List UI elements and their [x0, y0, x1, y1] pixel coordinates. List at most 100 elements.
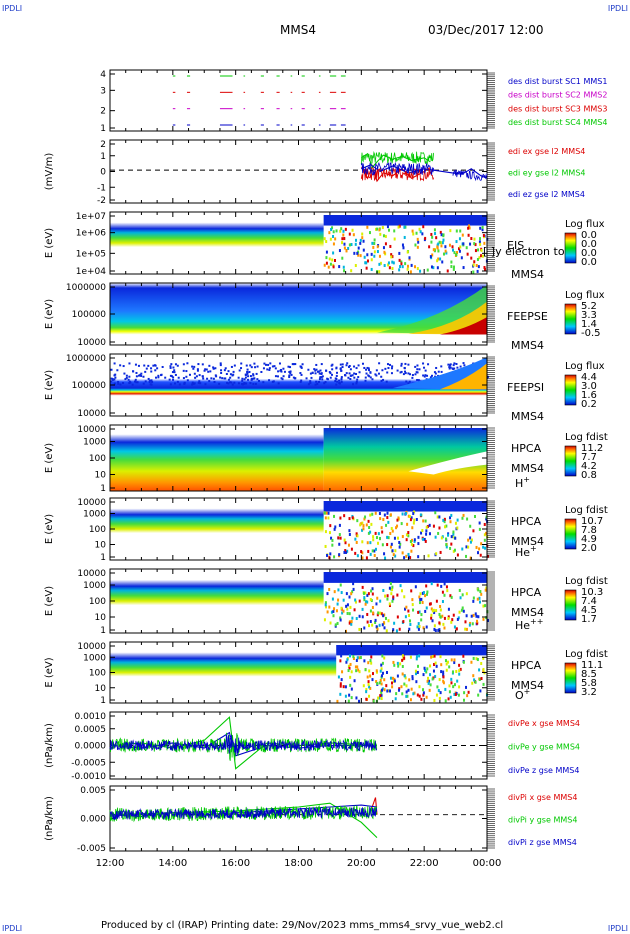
- hpca_h-colorbar-tick: 0.8: [581, 470, 597, 481]
- hpca_o-spectrogram-speckle: [370, 655, 373, 659]
- hpca_o-spectrogram-speckle: [349, 675, 352, 679]
- hpca_he-spectrogram-speckle: [371, 512, 374, 516]
- feepse-colorbar-tick: -0.5: [581, 328, 601, 339]
- hpca_o-spectrogram-speckle: [482, 667, 485, 671]
- hpca_he2-spectrogram-speckle: [441, 590, 444, 594]
- hpca_he-ytick-label: 100: [89, 525, 106, 535]
- hpca_he2-spectrogram-speckle: [458, 610, 461, 614]
- hpca_he2-spectrogram-speckle: [460, 608, 463, 612]
- hpca_he-spectrogram-speckle: [367, 519, 370, 523]
- eis-spectrogram-speckle: [446, 269, 449, 273]
- feepsi-spectrogram-speckle: [411, 376, 414, 379]
- hpca_he2-colorbar-tick: 4.5: [581, 605, 597, 616]
- eis-spectrogram-speckle: [376, 245, 379, 249]
- edi-noise-trace: [360, 151, 434, 166]
- hpca_o-spectrogram-speckle: [368, 685, 371, 689]
- eis-spectrogram-speckle: [325, 250, 328, 254]
- hpca_he-spectrogram-speckle: [425, 529, 428, 533]
- hpca_he-spectrogram-speckle: [428, 523, 431, 527]
- eis-spectrogram-speckle: [398, 224, 401, 228]
- eis-spectrogram-speckle: [411, 229, 414, 233]
- hpca_o-spectrogram-speckle: [418, 685, 421, 689]
- feepsi-spectrogram-speckle: [154, 376, 157, 379]
- hpca_o-spectrogram-speckle: [404, 676, 407, 680]
- eis-spectrogram-speckle: [329, 262, 332, 266]
- feepsi-spectrogram-speckle: [111, 378, 114, 381]
- eis-spectrogram-speckle: [398, 268, 401, 272]
- feepsi-spectrogram-speckle: [240, 362, 243, 365]
- hpca_he-spectrogram-speckle: [407, 552, 410, 556]
- feepsi-spectrogram-speckle: [135, 371, 138, 374]
- feepsi-spectrogram-speckle: [197, 363, 200, 366]
- edi-legend-entry: edi ez gse l2 MMS4: [508, 190, 585, 199]
- eis-spectrogram-speckle: [376, 250, 379, 254]
- hpca_he2-spectrogram-speckle: [421, 591, 424, 595]
- hpca_he2-spectrogram-speckle: [416, 625, 419, 629]
- feepsi-spectrogram-speckle: [364, 376, 367, 379]
- feepsi-spectrogram-speckle: [203, 369, 206, 372]
- divpe-ytick-label: -0.0010: [71, 772, 106, 782]
- burst-legend-entry: des dist burst SC4 MMS4: [508, 118, 607, 127]
- feepsi-spectrogram-speckle: [463, 364, 466, 367]
- eis-spectrogram-speckle: [409, 270, 412, 274]
- hpca_he-spectrogram-speckle: [478, 527, 481, 531]
- eis-spectrogram-speckle: [373, 254, 376, 258]
- hpca_he2-spectrogram-speckle: [369, 597, 372, 601]
- feepsi-spectrogram-speckle: [114, 373, 117, 376]
- hpca_o-spectrogram-speckle: [471, 681, 474, 685]
- hpca_o-spectrogram-speckle: [369, 674, 372, 678]
- hpca_o-spectrogram-speckle: [448, 684, 451, 688]
- hpca_he2-spacecraft-label: MMS4: [511, 606, 544, 619]
- feepsi-spectrogram-speckle: [273, 365, 276, 368]
- hpca_o-spectrogram-speckle: [366, 675, 369, 679]
- hpca_o-spectrogram-speckle: [339, 684, 342, 688]
- hpca_he2-spectrogram-speckle: [484, 604, 487, 608]
- feepsi-spectrogram-speckle: [320, 372, 323, 375]
- eis-spectrogram-speckle: [455, 251, 458, 255]
- feepsi-spectrogram-speckle: [367, 367, 370, 370]
- hpca_o-spectrogram-speckle: [435, 664, 438, 668]
- eis-spectrogram-speckle: [408, 256, 411, 260]
- hpca_he2-spectrogram-speckle: [339, 618, 342, 622]
- feepsi-spectrogram-speckle: [375, 369, 378, 372]
- feepsi-spectrogram-speckle: [176, 364, 179, 367]
- feepsi-spectrogram-speckle: [453, 362, 456, 365]
- hpca_he-spectrogram-speckle: [434, 535, 437, 539]
- feepsi-spectrogram-speckle: [137, 364, 140, 367]
- feepsi-spectrogram-speckle: [220, 371, 223, 374]
- hpca_he2-spectrogram-speckle: [441, 600, 444, 604]
- hpca_he-spectrogram-speckle: [328, 531, 331, 535]
- eis-spectrogram-speckle: [477, 248, 480, 252]
- hpca_o-spectrogram-speckle: [396, 661, 399, 665]
- hpca_he-spectrogram-speckle: [384, 556, 387, 560]
- hpca_he-spectrogram-speckle: [394, 549, 397, 553]
- hpca_he-spectrogram-speckle: [485, 517, 488, 521]
- divpi-legend-entry: divPi y gse MMS4: [508, 816, 577, 825]
- feepsi-spectrogram-speckle: [209, 370, 212, 373]
- hpca_he-spectrogram-speckle: [411, 526, 414, 530]
- hpca_he2-spectrogram-speckle: [465, 627, 468, 631]
- hpca_o-species-label: O+: [515, 687, 530, 702]
- hpca_he2-spectrogram-speckle: [418, 595, 421, 599]
- eis-spectrogram-speckle: [383, 250, 386, 254]
- eis-spectrogram-speckle: [444, 249, 447, 253]
- hpca_h-colorbar-tick: 11.2: [581, 443, 603, 454]
- feepsi-spectrogram-speckle: [433, 371, 436, 374]
- hpca_he-spectrogram-speckle: [409, 556, 412, 560]
- feepsi-spectrogram-speckle: [148, 380, 151, 383]
- hpca_o-species-charge: +: [524, 687, 531, 696]
- feepsi-spectrogram-speckle: [127, 378, 130, 381]
- hpca_he-spectrogram-speckle: [386, 516, 389, 520]
- feepsi-spectrogram-speckle: [164, 376, 167, 379]
- feepsi-spectrogram-speckle: [345, 372, 348, 375]
- hpca_he2-spectrogram-speckle: [383, 613, 386, 617]
- hpca_he-spectrogram-speckle: [399, 542, 402, 546]
- feepsi-spectrogram-speckle: [315, 363, 318, 366]
- eis-spectrogram-speckle: [387, 263, 390, 267]
- hpca_he2-spectrogram-speckle: [433, 627, 436, 631]
- hpca_h-ytick-label: 1: [100, 484, 106, 494]
- hpca_he-spectrogram-speckle: [377, 532, 380, 536]
- burst-legend-entry: des dist burst SC2 MMS2: [508, 91, 607, 100]
- eis-spectrogram-speckle: [455, 229, 458, 233]
- hpca_he2-spectrogram-speckle: [346, 603, 349, 607]
